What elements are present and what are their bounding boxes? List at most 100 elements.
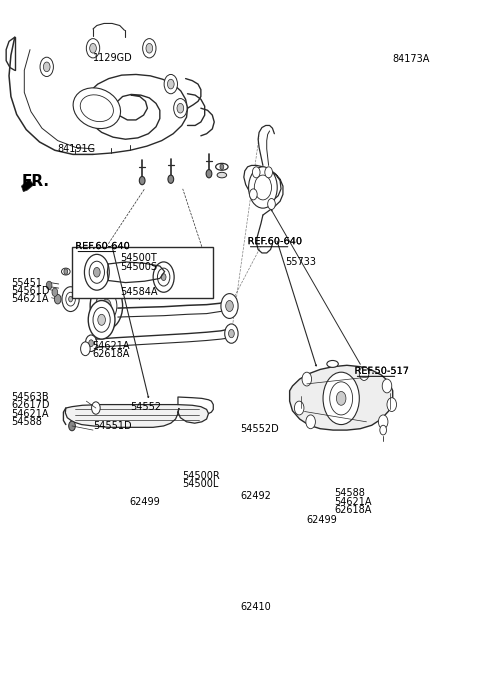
Circle shape bbox=[89, 340, 94, 347]
Circle shape bbox=[89, 261, 105, 283]
Polygon shape bbox=[65, 405, 208, 428]
Ellipse shape bbox=[73, 88, 120, 129]
Circle shape bbox=[40, 57, 53, 77]
Circle shape bbox=[306, 415, 315, 429]
Circle shape bbox=[146, 44, 153, 53]
Circle shape bbox=[360, 367, 369, 381]
Text: 54552D: 54552D bbox=[240, 424, 279, 434]
Ellipse shape bbox=[80, 95, 113, 122]
Circle shape bbox=[382, 379, 392, 393]
Circle shape bbox=[168, 80, 174, 89]
Circle shape bbox=[139, 176, 145, 185]
Text: 54500L: 54500L bbox=[182, 479, 218, 489]
Text: 1129GD: 1129GD bbox=[93, 53, 133, 63]
Circle shape bbox=[81, 342, 90, 356]
Text: REF.60-640: REF.60-640 bbox=[75, 241, 130, 251]
Text: 54500S: 54500S bbox=[120, 262, 157, 272]
Circle shape bbox=[380, 426, 386, 435]
Circle shape bbox=[228, 329, 234, 338]
Circle shape bbox=[90, 282, 122, 329]
Circle shape bbox=[143, 39, 156, 58]
Circle shape bbox=[294, 401, 304, 415]
Circle shape bbox=[84, 255, 109, 290]
Text: 54621A: 54621A bbox=[335, 497, 372, 507]
Circle shape bbox=[174, 98, 187, 118]
Text: 62499: 62499 bbox=[129, 497, 160, 507]
Text: FR.: FR. bbox=[22, 174, 49, 190]
Text: 62492: 62492 bbox=[240, 491, 271, 501]
Text: 54621A: 54621A bbox=[92, 341, 130, 351]
Circle shape bbox=[157, 268, 170, 286]
Circle shape bbox=[93, 307, 110, 332]
Circle shape bbox=[85, 335, 97, 352]
Text: 84191G: 84191G bbox=[58, 144, 96, 154]
Circle shape bbox=[336, 392, 346, 406]
Circle shape bbox=[92, 402, 100, 415]
Circle shape bbox=[153, 262, 174, 292]
Text: 54588: 54588 bbox=[335, 489, 365, 498]
Text: 62618A: 62618A bbox=[92, 349, 130, 359]
Circle shape bbox=[268, 199, 276, 210]
Circle shape bbox=[98, 314, 106, 325]
Circle shape bbox=[250, 189, 257, 200]
Circle shape bbox=[330, 382, 353, 415]
Text: 54551D: 54551D bbox=[93, 421, 132, 431]
Circle shape bbox=[64, 268, 68, 274]
Text: 62410: 62410 bbox=[240, 601, 271, 612]
Circle shape bbox=[220, 164, 224, 170]
Circle shape bbox=[43, 62, 50, 72]
Polygon shape bbox=[289, 365, 393, 430]
Text: 55451: 55451 bbox=[11, 277, 42, 288]
Circle shape bbox=[66, 292, 75, 306]
Circle shape bbox=[265, 167, 273, 178]
Text: 54552: 54552 bbox=[130, 401, 161, 412]
Circle shape bbox=[69, 296, 72, 302]
Circle shape bbox=[302, 372, 312, 386]
Circle shape bbox=[378, 415, 388, 429]
Circle shape bbox=[96, 291, 117, 321]
Circle shape bbox=[226, 300, 233, 311]
Text: 54588: 54588 bbox=[11, 417, 42, 427]
Circle shape bbox=[69, 421, 75, 431]
Text: 54561D: 54561D bbox=[11, 286, 49, 296]
Text: 54500T: 54500T bbox=[120, 253, 156, 264]
Text: 54621A: 54621A bbox=[11, 294, 48, 304]
Text: 55733: 55733 bbox=[285, 257, 316, 267]
Text: REF.60-640: REF.60-640 bbox=[248, 236, 302, 246]
Circle shape bbox=[52, 288, 58, 296]
Circle shape bbox=[221, 293, 238, 318]
Circle shape bbox=[323, 372, 360, 425]
Text: 54500R: 54500R bbox=[182, 471, 219, 480]
Circle shape bbox=[225, 324, 238, 343]
Text: 62499: 62499 bbox=[307, 515, 337, 525]
Text: 54621A: 54621A bbox=[11, 408, 48, 419]
Circle shape bbox=[90, 44, 96, 53]
Circle shape bbox=[46, 281, 52, 289]
Circle shape bbox=[94, 267, 100, 277]
Ellipse shape bbox=[216, 163, 228, 170]
Circle shape bbox=[387, 398, 396, 412]
Bar bbox=[72, 247, 213, 298]
Text: 62617D: 62617D bbox=[11, 400, 49, 410]
Ellipse shape bbox=[327, 361, 338, 367]
Text: 62618A: 62618A bbox=[335, 505, 372, 515]
Circle shape bbox=[249, 167, 277, 208]
Text: 84173A: 84173A bbox=[393, 54, 430, 64]
Circle shape bbox=[252, 167, 260, 178]
Text: 54563B: 54563B bbox=[11, 392, 48, 402]
Circle shape bbox=[88, 300, 115, 339]
Polygon shape bbox=[22, 179, 34, 192]
Ellipse shape bbox=[61, 268, 70, 275]
Circle shape bbox=[168, 175, 174, 183]
Text: REF.50-517: REF.50-517 bbox=[355, 366, 409, 376]
Text: 54584A: 54584A bbox=[120, 287, 157, 298]
Circle shape bbox=[102, 299, 111, 313]
Circle shape bbox=[62, 286, 79, 311]
Circle shape bbox=[54, 294, 61, 304]
Ellipse shape bbox=[217, 172, 227, 178]
Circle shape bbox=[86, 39, 100, 58]
Circle shape bbox=[164, 75, 178, 93]
Circle shape bbox=[206, 170, 212, 178]
Circle shape bbox=[177, 103, 184, 113]
Circle shape bbox=[161, 273, 166, 280]
